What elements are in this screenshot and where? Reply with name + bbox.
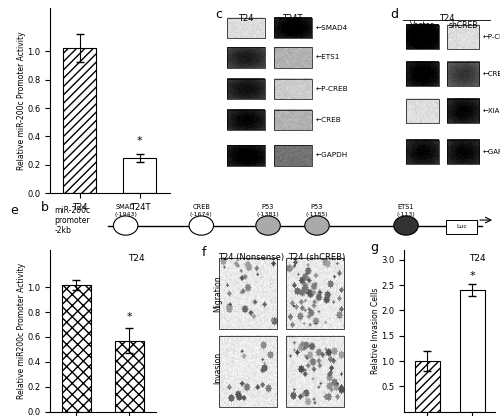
Text: Vector: Vector — [410, 21, 434, 30]
Text: ←SMAD4: ←SMAD4 — [316, 25, 348, 31]
Text: Luc: Luc — [456, 224, 467, 230]
Text: ETS1: ETS1 — [398, 204, 414, 210]
Text: T24 (Nonsense): T24 (Nonsense) — [218, 253, 284, 262]
Bar — [460, 290, 485, 412]
Text: *: * — [470, 271, 475, 281]
Text: miR-200c: miR-200c — [54, 206, 90, 215]
Bar — [114, 341, 144, 412]
Text: T24: T24 — [238, 14, 254, 23]
Bar — [274, 79, 312, 99]
Text: b: b — [41, 201, 49, 214]
Bar — [218, 258, 277, 329]
Bar — [218, 336, 277, 407]
Text: ←GAPDH: ←GAPDH — [316, 153, 348, 158]
Bar — [414, 361, 440, 412]
Y-axis label: Relative miR-200c Promoter Activity: Relative miR-200c Promoter Activity — [16, 32, 26, 170]
Text: -2kb: -2kb — [54, 225, 72, 235]
Text: *: * — [137, 136, 142, 146]
Bar — [406, 25, 438, 49]
Y-axis label: Relative miR200c Promoter Activity: Relative miR200c Promoter Activity — [16, 262, 26, 399]
Text: *: * — [126, 312, 132, 322]
Ellipse shape — [305, 216, 329, 235]
Text: f: f — [201, 246, 205, 259]
Text: SMAD: SMAD — [116, 204, 136, 210]
Bar — [228, 110, 265, 131]
Bar — [406, 62, 438, 86]
Bar — [446, 220, 477, 234]
Bar — [274, 145, 312, 166]
Text: T24T: T24T — [282, 14, 303, 23]
Text: (-1943): (-1943) — [114, 212, 137, 217]
Text: (-113): (-113) — [396, 212, 415, 217]
Bar — [446, 140, 480, 164]
Ellipse shape — [189, 216, 214, 235]
Text: e: e — [10, 204, 18, 217]
Bar — [228, 17, 265, 38]
Bar — [406, 140, 438, 164]
Text: P53: P53 — [311, 204, 323, 210]
Bar — [286, 258, 344, 329]
Text: promoter: promoter — [54, 215, 90, 225]
Bar — [228, 145, 265, 166]
Bar — [228, 79, 265, 99]
Text: Invasion: Invasion — [213, 352, 222, 384]
Bar — [446, 99, 480, 123]
Bar — [62, 285, 91, 412]
Bar — [446, 25, 480, 49]
Text: T24: T24 — [128, 255, 145, 263]
Text: shCREB: shCREB — [448, 21, 478, 30]
Text: CREB: CREB — [192, 204, 210, 210]
Text: ←ETS1: ←ETS1 — [316, 54, 340, 60]
Text: ←P-CREB: ←P-CREB — [482, 34, 500, 40]
Text: g: g — [370, 241, 378, 255]
Ellipse shape — [256, 216, 280, 235]
Text: (-1185): (-1185) — [306, 212, 328, 217]
Bar — [274, 47, 312, 67]
Bar — [274, 17, 312, 38]
Text: (-1381): (-1381) — [256, 212, 280, 217]
Text: d: d — [390, 8, 398, 21]
Bar — [446, 62, 480, 86]
Text: c: c — [215, 8, 222, 21]
Ellipse shape — [114, 216, 138, 235]
Text: ←CREB: ←CREB — [316, 117, 341, 123]
Bar — [406, 99, 438, 123]
Text: (-1674): (-1674) — [190, 212, 212, 217]
Text: T24: T24 — [439, 14, 454, 23]
Bar — [286, 336, 344, 407]
Text: ←CREB: ←CREB — [482, 71, 500, 77]
Text: ←GAPDH: ←GAPDH — [482, 149, 500, 155]
Text: T24 (shCREB): T24 (shCREB) — [288, 253, 345, 262]
Text: ←P-CREB: ←P-CREB — [316, 86, 348, 92]
Ellipse shape — [394, 216, 418, 235]
Text: T24: T24 — [470, 255, 486, 263]
Bar — [64, 48, 96, 193]
Bar — [228, 47, 265, 67]
Text: Migration: Migration — [213, 275, 222, 312]
Y-axis label: Relative Invasion Cells: Relative Invasion Cells — [371, 287, 380, 374]
Bar — [124, 158, 156, 193]
Bar — [274, 110, 312, 131]
Text: P53: P53 — [262, 204, 274, 210]
Text: ←XIAP: ←XIAP — [482, 108, 500, 114]
